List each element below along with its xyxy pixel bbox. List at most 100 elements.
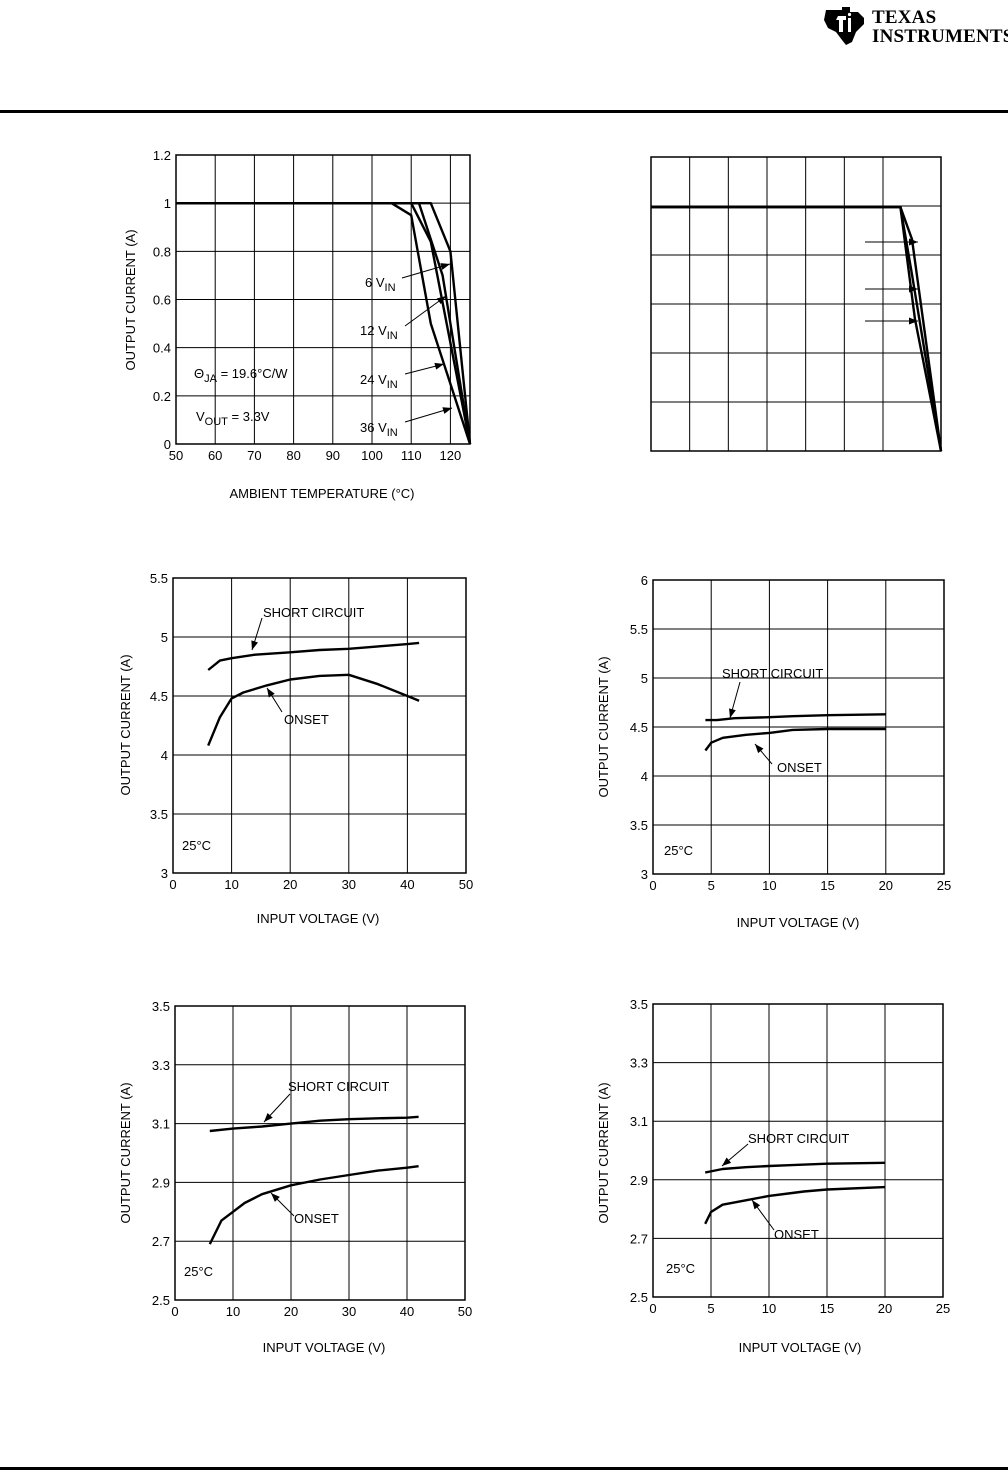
vout-subscript: OUT — [205, 416, 229, 428]
y-tick-label: 4 — [641, 769, 648, 784]
y-tick-label: 3.3 — [152, 1058, 170, 1073]
series-line-onset — [207, 673, 420, 747]
chart-4-series — [704, 713, 886, 752]
y-tick-label: 2.9 — [630, 1173, 648, 1188]
plot-frame — [175, 154, 471, 445]
chart-3-temp-label: 25°C — [182, 838, 211, 853]
series-line-short-circuit — [209, 1115, 419, 1133]
x-tick-label: 50 — [458, 1304, 472, 1319]
series-line-onset — [704, 1185, 886, 1225]
plot-frame — [174, 1005, 466, 1301]
x-tick-label: 30 — [342, 1304, 356, 1319]
chart-1-vout-annotation: VOUT = 3.3V — [196, 409, 270, 428]
chart-3-xlabel: INPUT VOLTAGE (V) — [257, 911, 380, 926]
plot-frame — [650, 156, 942, 452]
vin-arrow — [404, 407, 453, 423]
y-tick-label: 5.5 — [150, 571, 168, 586]
series-line-short-circuit — [704, 1161, 886, 1174]
y-tick-label: 5 — [161, 630, 168, 645]
chart-6-xlabel: INPUT VOLTAGE (V) — [739, 1340, 862, 1355]
x-tick-label: 0 — [649, 1301, 656, 1316]
chart-4-xlabel: INPUT VOLTAGE (V) — [737, 915, 860, 930]
series-line-short-circuit — [705, 713, 886, 722]
theta-subscript: JA — [204, 373, 218, 385]
x-tick-label: 0 — [169, 877, 176, 892]
chart-5-short-circuit-label: SHORT CIRCUIT — [288, 1079, 389, 1094]
y-tick-label: 3 — [641, 867, 648, 882]
x-tick-label: 10 — [762, 878, 776, 893]
y-tick-label: 3 — [161, 866, 168, 881]
x-tick-label: 40 — [400, 1304, 414, 1319]
ti-wordmark: Texas Instruments — [872, 8, 1008, 46]
x-tick-label: 25 — [936, 1301, 950, 1316]
chart-6-temp-label: 25°C — [666, 1261, 695, 1276]
vin-arrow — [404, 362, 445, 375]
y-tick-label: 3.1 — [630, 1114, 648, 1129]
y-tick-label: 2.5 — [630, 1290, 648, 1305]
x-tick-label: 20 — [284, 1304, 298, 1319]
series-line-short-circuit — [207, 641, 420, 671]
y-tick-label: 0.6 — [153, 293, 171, 308]
y-tick-label: 6 — [641, 573, 648, 588]
chart-1-ylabel: OUTPUT CURRENT (A) — [123, 229, 138, 370]
y-tick-label: 4.5 — [150, 689, 168, 704]
x-tick-label: 0 — [171, 1304, 178, 1319]
x-tick-label: 20 — [879, 878, 893, 893]
vin-label: 12 VIN — [360, 323, 398, 342]
chart-5-onset-label: ONSET — [294, 1211, 339, 1226]
x-tick-label: 20 — [283, 877, 297, 892]
footer-rule — [0, 1467, 1008, 1470]
chart-2-series — [651, 205, 943, 452]
plot-frame — [652, 579, 945, 875]
plot-frame — [172, 577, 467, 874]
y-tick-label: 5.5 — [630, 622, 648, 637]
x-tick-label: 15 — [820, 878, 834, 893]
y-tick-label: 3.5 — [150, 807, 168, 822]
callout-arrow — [721, 1143, 749, 1167]
chart-3-series — [207, 641, 420, 747]
plot-frame — [652, 1003, 944, 1298]
chart-3-short-circuit-label: SHORT CIRCUIT — [263, 605, 364, 620]
callout-arrow — [729, 681, 741, 719]
callout-arrow — [270, 1192, 295, 1217]
x-tick-label: 50 — [459, 877, 473, 892]
y-tick-label: 2.7 — [630, 1231, 648, 1246]
vin-label: 6 VIN — [365, 275, 396, 294]
y-tick-label: 5 — [641, 671, 648, 686]
x-tick-label: 70 — [247, 448, 261, 463]
y-tick-label: 4.5 — [630, 720, 648, 735]
y-tick-label: 1.2 — [153, 148, 171, 163]
series-arrow — [865, 285, 918, 293]
chart-5-ylabel: OUTPUT CURRENT (A) — [118, 1082, 133, 1223]
chart-5-series — [208, 1115, 419, 1245]
x-tick-label: 20 — [878, 1301, 892, 1316]
vout-symbol: V — [196, 409, 205, 424]
callout-arrow — [263, 1093, 291, 1123]
chart-5-temp-label: 25°C — [184, 1264, 213, 1279]
vout-value: = 3.3V — [228, 409, 270, 424]
chart-6-short-circuit-label: SHORT CIRCUIT — [748, 1131, 849, 1146]
chart-6-ylabel: OUTPUT CURRENT (A) — [596, 1082, 611, 1223]
theta-value: = 19.6°C/W — [217, 366, 288, 381]
header-rule — [0, 110, 1008, 113]
y-tick-label: 2.5 — [152, 1293, 170, 1308]
chart-4-temp-label: 25°C — [664, 843, 693, 858]
chart-1-theta-annotation: ΘJA = 19.6°C/W — [194, 366, 288, 385]
y-tick-label: 4 — [161, 748, 168, 763]
chart-5-xlabel: INPUT VOLTAGE (V) — [263, 1340, 386, 1355]
x-tick-label: 40 — [400, 877, 414, 892]
brand-line-1: Texas — [872, 7, 937, 28]
y-tick-label: 3.5 — [630, 997, 648, 1012]
chart-1-xlabel: AMBIENT TEMPERATURE (°C) — [229, 486, 414, 501]
y-tick-label: 0.8 — [153, 244, 171, 259]
vin-arrow — [404, 295, 447, 327]
series-arrow — [865, 238, 918, 246]
series-arrow — [865, 317, 918, 325]
chart-4-onset-label: ONSET — [777, 760, 822, 775]
series-line-2 — [651, 205, 943, 452]
x-tick-label: 100 — [361, 448, 383, 463]
